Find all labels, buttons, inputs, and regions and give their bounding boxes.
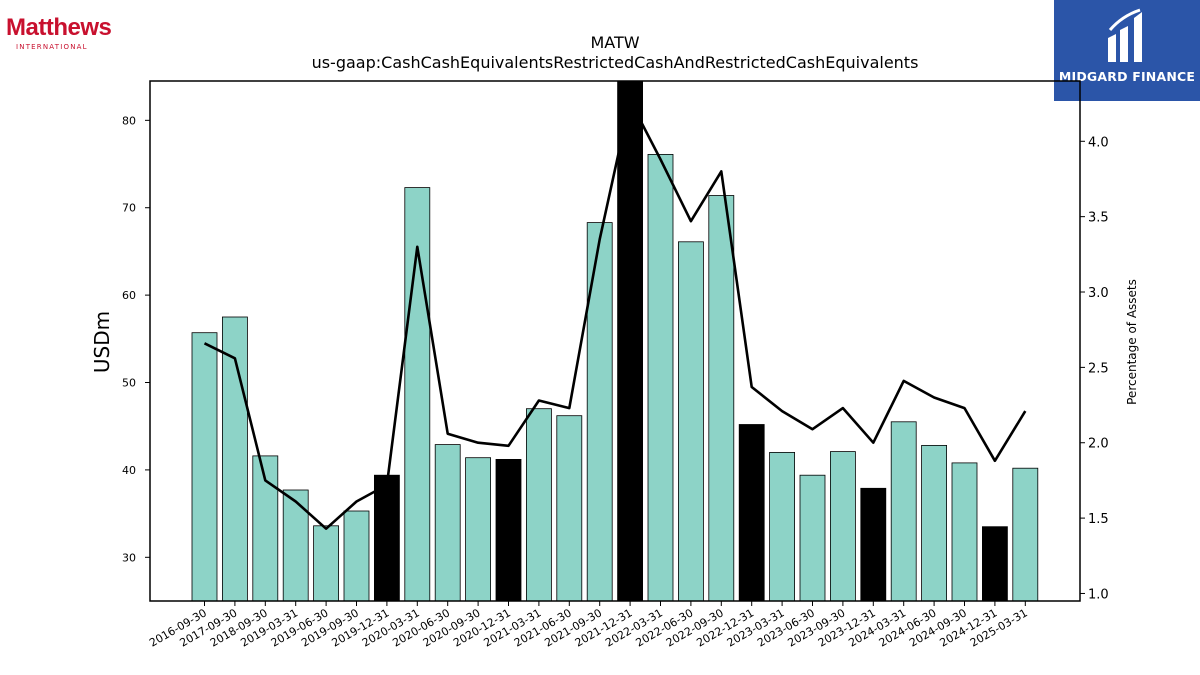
bar-2024-12-31 [982, 526, 1008, 602]
matthews-logo-word: Matthews [6, 14, 112, 41]
bar-2022-12-31 [738, 424, 765, 602]
y2-tick-label: 1.5 [1088, 512, 1109, 527]
bar-2019-12-31 [373, 474, 400, 602]
y-axis-label: USDm [90, 311, 114, 373]
bar-2016-09-30 [191, 332, 218, 602]
chart-title: MATW [590, 33, 639, 52]
y2-axis-label: Percentage of Assets [1125, 279, 1139, 405]
bar-2020-12-31 [495, 458, 522, 602]
bar-2023-06-30 [799, 474, 826, 602]
bar-2025-03-31 [1012, 467, 1039, 602]
y-tick-label: 30 [122, 551, 136, 564]
bar-2024-06-30 [921, 444, 947, 602]
y2-tick-label: 2.5 [1088, 361, 1109, 376]
bar-2021-06-30 [556, 415, 583, 602]
matthews-logo: Matthews INTERNATIONAL [6, 14, 116, 54]
bar-2021-12-31 [617, 80, 643, 602]
y-axis-ticks: 30 40 50 60 70 80 [122, 114, 150, 564]
bar-series [191, 80, 1039, 602]
y2-tick-label: 2.0 [1088, 437, 1109, 452]
bar-2020-09-30 [465, 457, 492, 602]
y2-tick-label: 1.0 [1088, 587, 1109, 602]
matthews-logo-subtitle: INTERNATIONAL [16, 43, 88, 51]
bar-2022-06-30 [678, 241, 704, 602]
bar-2024-03-31 [890, 421, 917, 602]
bar-2024-09-30 [951, 462, 978, 602]
bar-2019-09-30 [343, 510, 370, 602]
y2-tick-label: 3.5 [1088, 211, 1109, 226]
bar-2023-12-31 [860, 487, 887, 602]
bar-2022-09-30 [708, 195, 735, 602]
bar-2023-03-31 [769, 451, 795, 602]
y2-tick-label: 3.0 [1088, 286, 1109, 301]
y-tick-label: 60 [122, 289, 136, 302]
bar-2021-03-31 [526, 408, 552, 602]
midgard-logo-mark-icon [1108, 8, 1142, 62]
bar-2023-09-30 [830, 451, 856, 602]
y-tick-label: 40 [122, 464, 136, 477]
y-tick-label: 50 [122, 377, 136, 390]
percentage-line-series [203, 99, 1027, 531]
bar-2021-09-30 [586, 222, 613, 602]
percentage-line [203, 99, 1027, 531]
bar-2017-09-30 [221, 316, 248, 602]
y2-tick-label: 4.0 [1088, 135, 1109, 150]
midgard-finance-logo: MIDGARD FINANCE [1054, 0, 1200, 101]
bar-2020-06-30 [434, 444, 461, 602]
y2-axis-ticks: 1.0 1.5 2.0 2.5 3.0 3.5 4.0 [1080, 135, 1109, 602]
x-axis-ticks: 2016-09-302017-09-302018-09-302019-03-31… [147, 601, 1030, 650]
y-tick-label: 70 [122, 202, 136, 215]
bar-2022-03-31 [647, 153, 674, 602]
bar-2019-06-30 [313, 525, 340, 602]
y-tick-label: 80 [122, 114, 136, 127]
plot-frame [149, 80, 1081, 602]
chart-subtitle: us-gaap:CashCashEquivalentsRestrictedCas… [312, 53, 919, 72]
midgard-logo-word: MIDGARD FINANCE [1058, 69, 1196, 84]
bar-2019-03-31 [282, 489, 309, 602]
